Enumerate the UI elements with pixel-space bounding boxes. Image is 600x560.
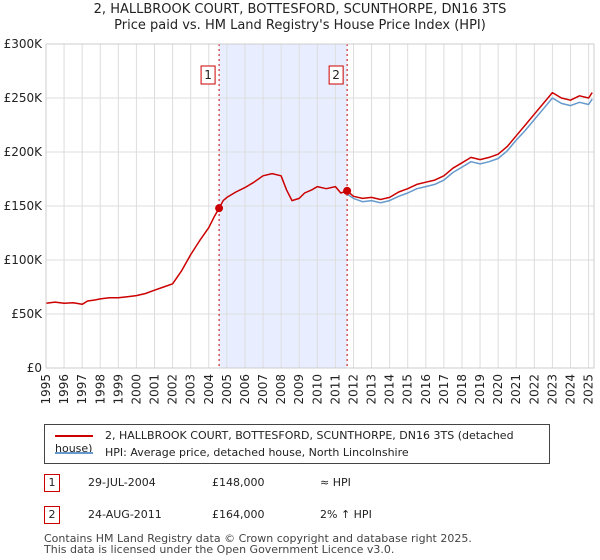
- x-tick-label: 2000: [129, 374, 143, 405]
- x-tick-label: 2001: [148, 374, 162, 405]
- footer-licence: This data is licensed under the Open Gov…: [44, 543, 395, 556]
- x-tick-label: 2003: [184, 374, 198, 405]
- legend: 2, HALLBROOK COURT, BOTTESFORD, SCUNTHOR…: [44, 424, 550, 464]
- x-tick-label: 2020: [491, 374, 505, 405]
- transaction-hpi-comparison: 2% ↑ HPI: [320, 508, 372, 521]
- x-tick-label: 2012: [346, 374, 360, 405]
- x-tick-label: 2002: [166, 374, 180, 405]
- transaction-date: 24-AUG-2011: [88, 508, 162, 521]
- x-tick-label: 2013: [365, 374, 379, 405]
- x-tick-label: 1998: [93, 374, 107, 405]
- x-tick-label: 2016: [419, 374, 433, 405]
- transaction-price: £164,000: [212, 508, 265, 521]
- x-tick-label: 2023: [545, 374, 559, 405]
- x-tick-label: 2005: [220, 374, 234, 405]
- legend-swatch-hpi: [55, 452, 93, 454]
- x-tick-label: 2008: [274, 374, 288, 405]
- x-tick-label: 2021: [509, 374, 523, 405]
- x-tick-label: 2018: [455, 374, 469, 405]
- sale-marker-box: [200, 65, 216, 85]
- x-tick-label: 2022: [527, 374, 541, 405]
- legend-item-property: 2, HALLBROOK COURT, BOTTESFORD, SCUNTHOR…: [55, 429, 549, 455]
- x-tick-label: 1995: [39, 374, 53, 405]
- transaction-hpi-comparison: ≈ HPI: [320, 476, 351, 489]
- transaction-date: 29-JUL-2004: [88, 476, 156, 489]
- x-tick-label: 2006: [238, 374, 252, 405]
- hpi-line: [346, 97, 593, 204]
- x-tick-label: 2017: [437, 374, 451, 405]
- sale-point: [343, 186, 352, 195]
- transaction-marker: 1: [44, 474, 60, 492]
- legend-label-hpi: HPI: Average price, detached house, Nort…: [105, 446, 409, 459]
- x-tick-label: 2004: [202, 374, 216, 405]
- x-tick-label: 2009: [292, 374, 306, 405]
- property-price-line: [45, 91, 593, 306]
- transaction-price: £148,000: [212, 476, 265, 489]
- footer-copyright: Contains HM Land Registry data © Crown c…: [44, 532, 472, 545]
- y-tick-label: £50K: [11, 307, 43, 321]
- transaction-marker: 2: [44, 506, 60, 524]
- y-tick-label: £250K: [4, 91, 44, 105]
- legend-label-property: 2, HALLBROOK COURT, BOTTESFORD, SCUNTHOR…: [55, 429, 514, 455]
- sale-marker-label: 2: [332, 68, 340, 82]
- x-tick-label: 2010: [310, 374, 324, 405]
- x-tick-label: 2011: [328, 374, 342, 405]
- y-tick-label: £100K: [4, 253, 44, 267]
- x-tick-label: 2024: [563, 374, 577, 405]
- x-tick-label: 1996: [57, 374, 71, 405]
- sale-marker-label: 1: [204, 68, 212, 82]
- price-chart: 1 2 £0 £50K £100K £150K £200K £250K £300K 1995 19…: [4, 37, 596, 405]
- plot-frame: [45, 43, 595, 369]
- x-tick-label: 1997: [75, 374, 89, 405]
- x-tick-label: 2015: [401, 374, 415, 405]
- x-tick-label: 2025: [582, 374, 596, 405]
- y-tick-label: £0: [27, 361, 42, 375]
- x-tick-label: 1999: [111, 374, 125, 405]
- chart-subtitle: Price paid vs. HM Land Registry's House …: [114, 18, 486, 33]
- sale-marker-box: [328, 65, 344, 85]
- legend-item-hpi: HPI: Average price, detached house, Nort…: [55, 446, 409, 459]
- x-tick-label: 2019: [473, 374, 487, 405]
- legend-swatch-property: [55, 435, 93, 437]
- y-tick-label: £200K: [4, 145, 44, 159]
- y-tick-label: £150K: [4, 199, 44, 213]
- chart-title: 2, HALLBROOK COURT, BOTTESFORD, SCUNTHOR…: [93, 2, 507, 17]
- sale-point: [215, 204, 224, 213]
- x-tick-label: 2014: [383, 374, 397, 405]
- y-tick-label: £300K: [4, 37, 44, 51]
- x-tick-label: 2007: [256, 374, 270, 405]
